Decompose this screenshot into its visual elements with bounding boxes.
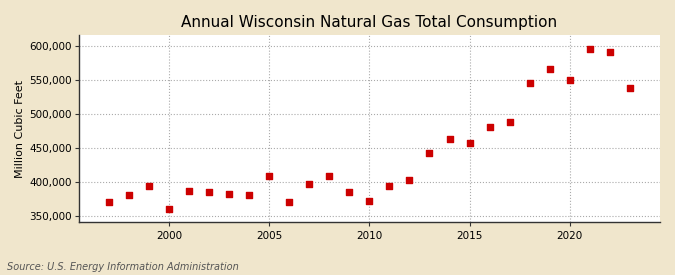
Point (324, 174, 335, 178)
Point (605, 50, 616, 54)
Point (484, 125, 495, 129)
Point (464, 141, 475, 145)
Point (204, 190, 215, 195)
Point (223, 192, 234, 196)
Point (304, 182, 315, 186)
Point (444, 137, 455, 142)
Point (344, 190, 355, 195)
Point (524, 81, 535, 85)
Point (124, 192, 134, 197)
Point (244, 192, 254, 197)
Title: Annual Wisconsin Natural Gas Total Consumption: Annual Wisconsin Natural Gas Total Consu… (182, 15, 558, 30)
Point (163, 207, 174, 211)
Point (624, 86, 635, 90)
Point (504, 120, 515, 125)
Point (364, 199, 375, 203)
Point (103, 200, 114, 204)
Point (424, 151, 435, 155)
Point (384, 184, 395, 189)
Point (184, 189, 194, 193)
Point (544, 67, 555, 71)
Point (144, 183, 155, 188)
Point (404, 178, 415, 182)
Text: Source: U.S. Energy Information Administration: Source: U.S. Energy Information Administ… (7, 262, 238, 272)
Point (564, 78, 575, 82)
Point (585, 47, 595, 51)
Point (284, 200, 294, 204)
Y-axis label: Million Cubic Feet: Million Cubic Feet (15, 80, 25, 178)
Point (264, 174, 275, 178)
